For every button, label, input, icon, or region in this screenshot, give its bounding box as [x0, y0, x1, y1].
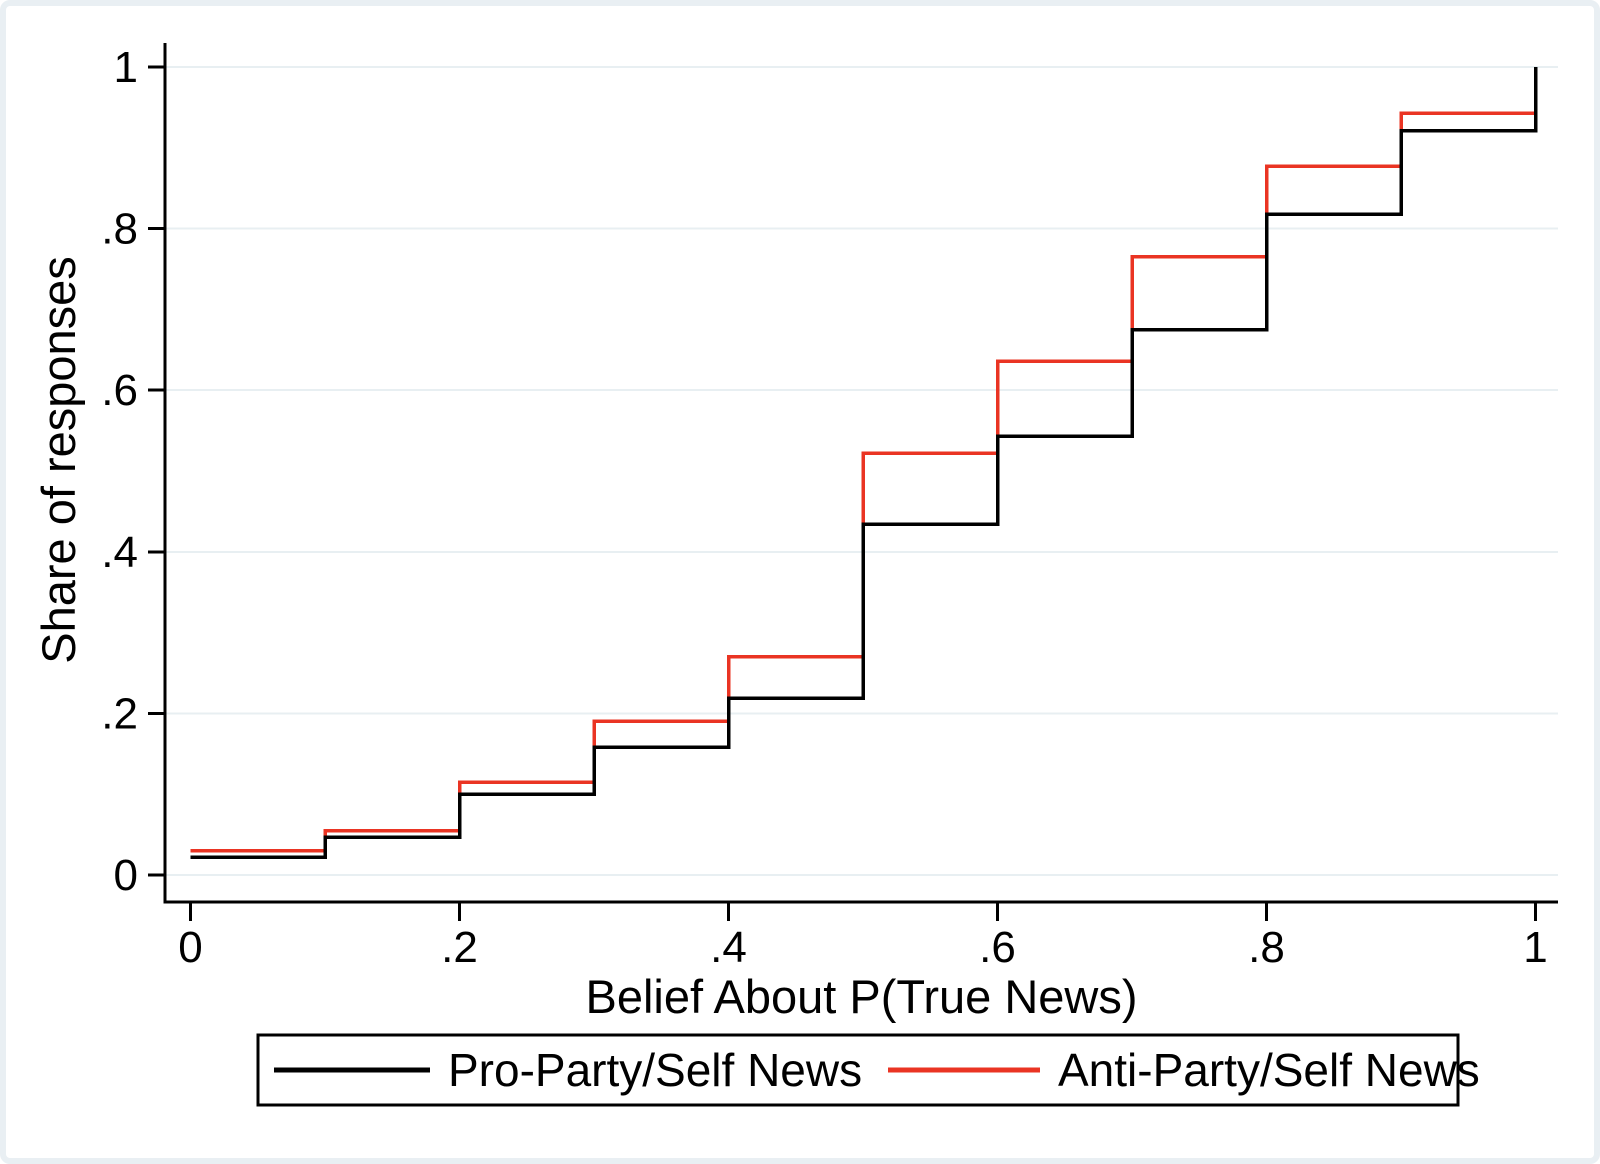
legend: Pro-Party/Self News Anti-Party/Self News [256, 1033, 1480, 1107]
x-tick-label: .6 [979, 923, 1016, 972]
series-anti-party-self-news-line [190, 67, 1538, 853]
y-tick-label: .4 [101, 528, 138, 577]
x-tick-label: .2 [441, 923, 478, 972]
legend-label: Anti-Party/Self News [1058, 1044, 1480, 1096]
y-tick-label: .6 [101, 366, 138, 415]
data-series [190, 67, 1538, 859]
y-tick-label: 0 [114, 851, 138, 900]
tick-labels: 0 .2 .4 .6 .8 1 0 .2 .4 .6 .8 1 [101, 43, 1547, 972]
x-tick-label: .8 [1248, 923, 1285, 972]
y-axis-title: Share of responses [32, 256, 85, 664]
x-tick-label: .4 [710, 923, 747, 972]
axes [148, 43, 1558, 921]
axis-titles: Belief About P(True News) Share of respon… [32, 256, 1138, 1023]
series-pro-party-self-news-line [190, 67, 1538, 859]
x-tick-label: 0 [178, 923, 202, 972]
y-tick-label: 1 [114, 43, 138, 92]
y-tick-label: .2 [101, 689, 138, 738]
y-tick-label: .8 [101, 205, 138, 254]
x-axis-title: Belief About P(True News) [585, 970, 1137, 1023]
x-tick-label: 1 [1523, 923, 1547, 972]
legend-label: Pro-Party/Self News [448, 1044, 862, 1096]
legend-box [256, 1033, 1460, 1107]
